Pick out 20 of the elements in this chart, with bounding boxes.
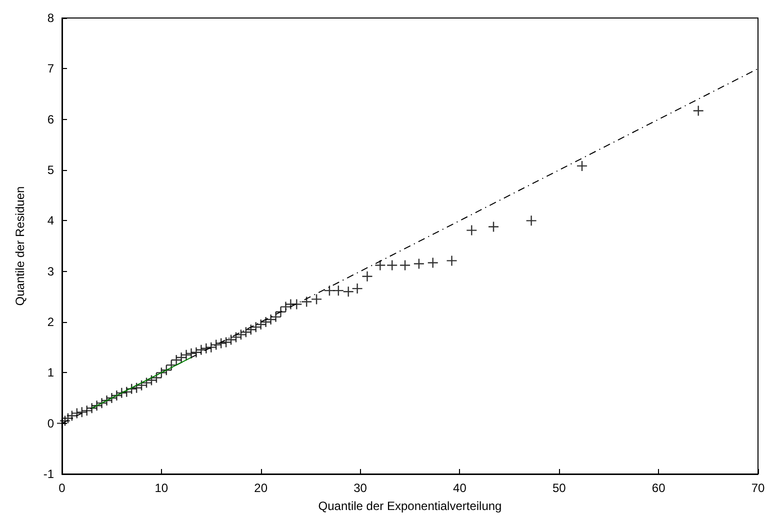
y-tick-label: 6 [47,112,54,126]
y-tick-label: -1 [43,467,54,481]
y-tick-label: 7 [47,62,54,76]
x-tick-label: 20 [254,481,268,495]
y-tick-label: 5 [47,163,54,177]
x-tick-label: 60 [652,481,666,495]
x-tick-label: 10 [154,481,168,495]
y-tick-label: 0 [47,416,54,430]
y-tick-label: 3 [47,264,54,278]
y-tick-label: 1 [47,366,54,380]
y-tick-label: 8 [47,11,54,25]
x-tick-label: 50 [552,481,566,495]
x-tick-label: 30 [354,481,368,495]
x-tick-label: 40 [453,481,467,495]
y-tick-label: 4 [47,214,54,228]
y-axis-title: Quantile der Residuen [13,186,27,306]
x-tick-label: 0 [58,481,66,495]
x-tick-label: 70 [751,481,765,495]
x-axis-title: Quantile der Exponentialverteilung [318,499,502,513]
y-tick-label: 2 [47,315,54,329]
